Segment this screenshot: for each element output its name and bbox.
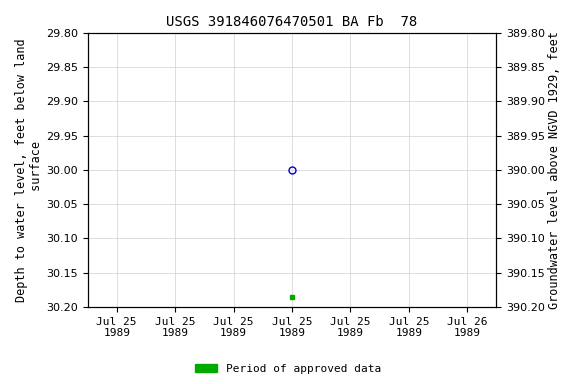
Y-axis label: Depth to water level, feet below land
 surface: Depth to water level, feet below land su…	[15, 38, 43, 302]
Y-axis label: Groundwater level above NGVD 1929, feet: Groundwater level above NGVD 1929, feet	[548, 31, 561, 309]
Legend: Period of approved data: Period of approved data	[191, 359, 385, 379]
Title: USGS 391846076470501 BA Fb  78: USGS 391846076470501 BA Fb 78	[166, 15, 418, 29]
